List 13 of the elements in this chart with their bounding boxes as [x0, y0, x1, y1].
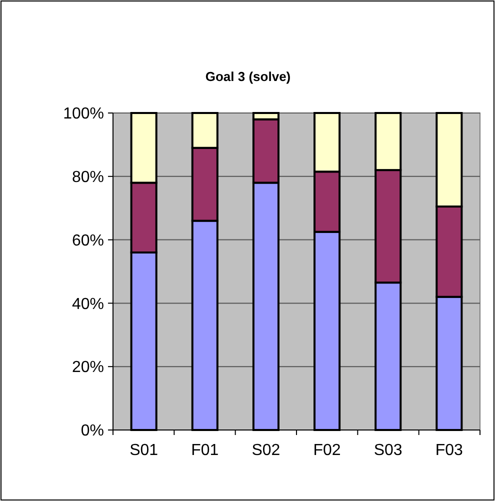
chart-title: Goal 3 (solve)	[205, 69, 291, 84]
x-tick-label: S02	[252, 442, 280, 459]
x-tick-label: S01	[130, 442, 158, 459]
y-tick-label: 0%	[80, 422, 104, 440]
y-tick-label: 40%	[72, 296, 104, 313]
y-tick-label: 20%	[72, 359, 104, 376]
y-tick-label: 60%	[72, 232, 104, 250]
x-tick-label: F02	[313, 442, 341, 459]
x-tick-label: S03	[374, 442, 402, 459]
x-tick-label: F01	[191, 442, 219, 459]
y-tick-label: 80%	[72, 169, 104, 186]
x-tick-label: F03	[435, 442, 464, 459]
y-tick-label: 100%	[63, 106, 104, 123]
